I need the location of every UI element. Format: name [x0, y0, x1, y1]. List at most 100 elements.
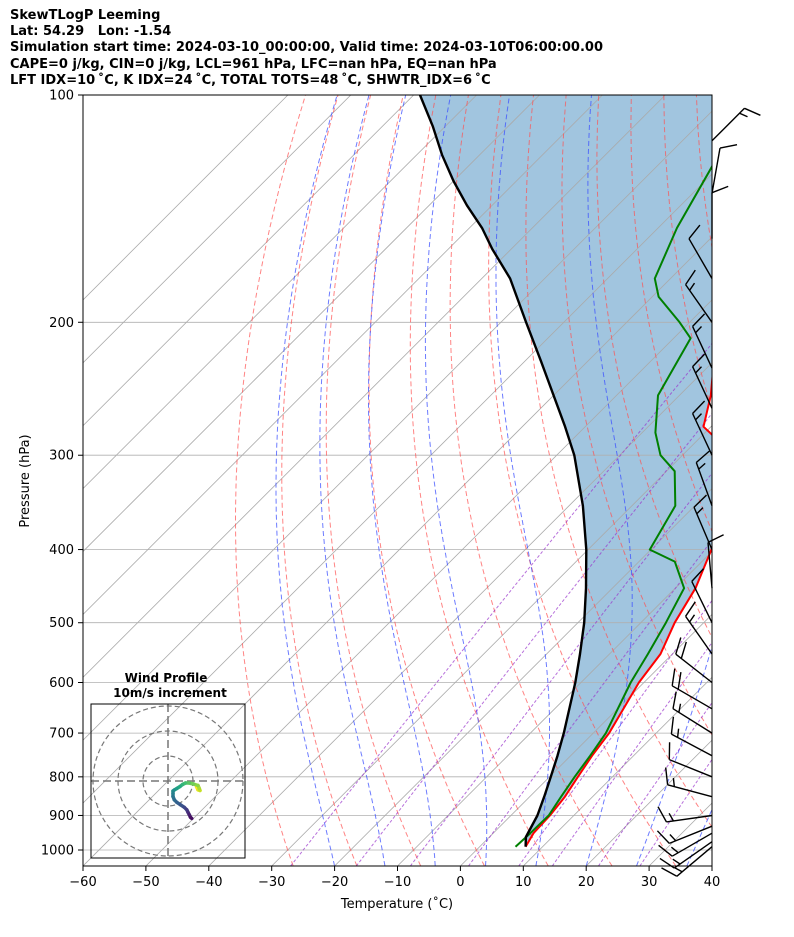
moist-adiabat [368, 95, 436, 866]
wind-barb [711, 185, 729, 239]
wind-barb [691, 313, 713, 369]
dry-adiabat [235, 95, 306, 866]
mixing-ratio-line [468, 539, 712, 866]
isotherm-line [83, 95, 540, 553]
x-tick-label: −30 [258, 875, 285, 890]
wind-barb [675, 637, 713, 684]
wind-barb-halfflag [676, 728, 680, 738]
moist-adiabat [424, 95, 488, 866]
y-tick-label: 100 [49, 89, 74, 104]
dry-adiabat [449, 95, 613, 866]
isotherm-line [83, 236, 712, 866]
dry-adiabat [729, 95, 794, 866]
x-tick-label: 30 [641, 875, 658, 890]
wind-barb-flag [661, 867, 678, 877]
wind-barb [659, 841, 713, 869]
wind-barb-halfflag [694, 326, 703, 334]
isotherm-line [334, 488, 712, 866]
wind-barb [670, 716, 713, 757]
wind-barb-flag [659, 857, 675, 869]
mixing-ratio-line [518, 599, 712, 866]
y-tick-label: 400 [49, 543, 74, 558]
wind-barb-flag [685, 601, 696, 617]
moist-adiabat [636, 644, 712, 866]
wind-barb-staff [673, 841, 713, 869]
hodograph-title: Wind Profile [125, 671, 208, 685]
dry-adiabat [368, 95, 485, 866]
moist-adiabat [275, 95, 338, 866]
isotherm-line [83, 95, 666, 678]
dry-adiabat [596, 95, 712, 639]
dry-adiabat [281, 95, 358, 866]
hodograph-subtitle: 10m/s increment [113, 686, 227, 700]
isotherm-line [397, 550, 712, 866]
wind-barb-staff [691, 366, 713, 409]
wind-barb-halfflag [672, 777, 675, 787]
wind-barb [661, 846, 713, 877]
wind-barb-flag [675, 637, 682, 655]
wind-barb-flag [657, 806, 668, 823]
wind-barb-halfflag [694, 366, 703, 374]
isotherm-line [460, 613, 712, 866]
x-axis-label: Temperature (˚C) [340, 896, 453, 912]
wind-barb-staff [666, 814, 713, 823]
wind-barb [707, 534, 724, 589]
dry-adiabat [488, 95, 677, 866]
wind-barb-flag [744, 107, 761, 116]
isotherm-line [208, 362, 712, 866]
y-tick-label: 1000 [41, 844, 74, 859]
wind-barb-staff [671, 733, 713, 757]
wind-barb-halfflag [689, 282, 696, 291]
isotherm-line [83, 110, 712, 741]
wind-barb [685, 269, 713, 323]
isotherm-line [711, 865, 712, 866]
time-line: Simulation start time: 2024-03-10_00:00:… [10, 40, 603, 56]
wind-barb [671, 668, 713, 710]
cape-cin-shading [420, 95, 712, 847]
wind-barb-flag [693, 494, 707, 508]
wind-barb-staff [667, 784, 713, 798]
wind-barb-staff [691, 581, 713, 624]
location-line: Lat: 54.29 Lon: -1.54 [10, 24, 172, 40]
isotherm-line [523, 676, 712, 866]
wind-barb-staff [675, 653, 713, 684]
wind-barb-flag [692, 353, 706, 368]
temperature-profile [524, 370, 712, 848]
wind-barb-flag [707, 534, 724, 544]
wind-barb-staff [691, 413, 713, 456]
wind-barb [668, 742, 713, 778]
wind-barb-flag [656, 830, 670, 844]
wind-barb-flag [692, 400, 706, 414]
wind-barb-flag [671, 668, 676, 686]
y-tick-label: 500 [49, 616, 74, 631]
chart-title: SkewTLogP Leeming [10, 8, 161, 23]
wind-barb-staff [685, 284, 713, 323]
x-tick-label: −60 [69, 875, 96, 890]
dry-adiabat [561, 95, 712, 736]
y-tick-label: 900 [49, 809, 74, 824]
wind-barb [685, 601, 713, 655]
chart-title-block: SkewTLogP Leeming Lat: 54.29 Lon: -1.54 … [10, 8, 603, 89]
y-axis-label: Pressure (hPa) [18, 434, 33, 527]
wind-barb-staff [693, 506, 713, 550]
x-tick-label: 40 [704, 875, 721, 890]
wind-barb-staff [711, 147, 721, 194]
parcel-profile [418, 95, 588, 847]
wind-barb-halfflag [674, 866, 683, 873]
x-tick-label: 0 [456, 875, 464, 890]
wind-barb [711, 107, 761, 142]
wind-barb-halfflag [698, 462, 706, 470]
wind-barb [672, 691, 713, 734]
wind-barb-flag [711, 185, 729, 194]
dry-adiabat [525, 95, 712, 828]
mixing-ratio-line [290, 342, 712, 866]
index-line: LFT IDX=10 ˚C, K IDX=24 ˚C, TOTAL TOTS=4… [10, 72, 491, 88]
wind-barb-staff [671, 685, 713, 710]
wind-barb-halfflag [672, 858, 681, 865]
wind-barb [658, 832, 713, 857]
wind-barb-halfflag [678, 703, 682, 713]
x-tick-label: −50 [132, 875, 159, 890]
wind-barb-staff [691, 326, 713, 369]
x-tick-label: −20 [321, 875, 348, 890]
moist-adiabat [319, 95, 386, 866]
